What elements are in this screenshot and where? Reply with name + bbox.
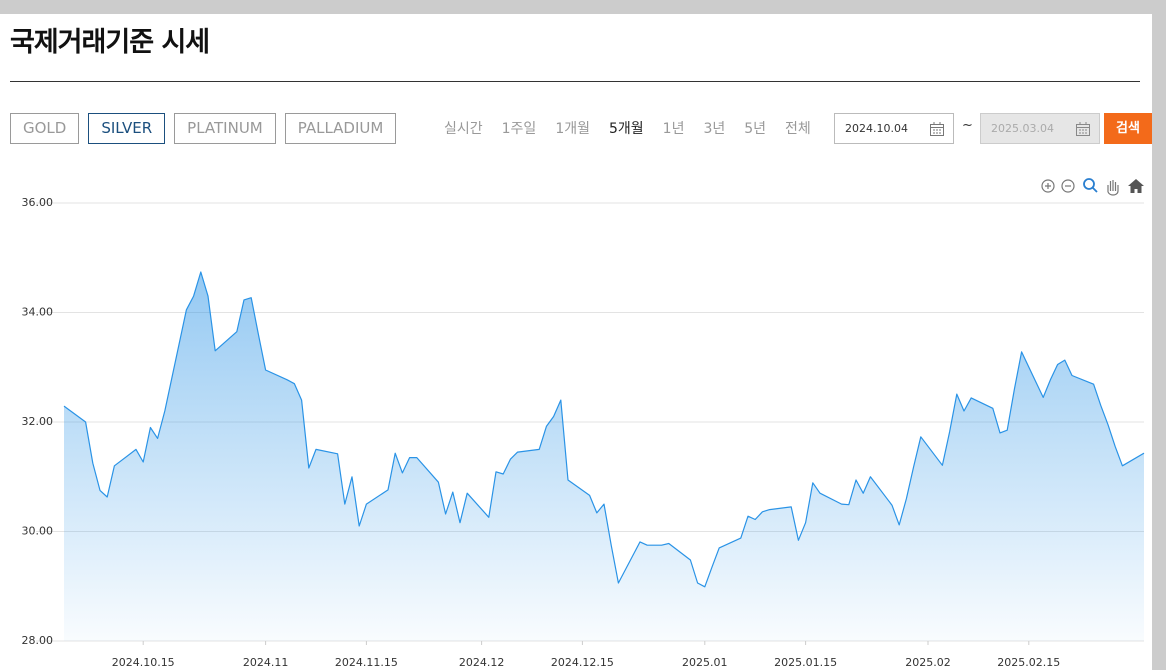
zoom-in-button[interactable] xyxy=(1041,179,1055,193)
period-tab[interactable]: 실시간 xyxy=(444,121,483,137)
zoom-select-button[interactable] xyxy=(1083,178,1098,193)
price-line xyxy=(63,271,1145,588)
x-tick-label: 2025.01 xyxy=(682,656,728,669)
period-tab[interactable]: 전체 xyxy=(785,121,811,137)
metal-tab[interactable]: PALLADIUM xyxy=(284,113,397,144)
page-title: 국제거래기준 시세 xyxy=(10,27,210,58)
period-tab[interactable]: 1개월 xyxy=(555,121,590,137)
y-tick-label: 30.00 xyxy=(22,525,54,538)
period-tab[interactable]: 3년 xyxy=(703,121,726,137)
metal-tab[interactable]: PLATINUM xyxy=(174,113,276,144)
metal-tab[interactable]: GOLD xyxy=(10,113,80,144)
calendar-icon xyxy=(930,122,944,136)
area-fill xyxy=(64,272,1144,641)
title-rule xyxy=(10,81,1140,82)
start-date[interactable]: 2024.10.04 xyxy=(834,113,954,144)
home-button[interactable] xyxy=(1128,179,1144,193)
x-tick-label: 2025.02 xyxy=(905,656,951,669)
y-tick-label: 32.00 xyxy=(22,415,54,428)
x-tick-label: 2024.10.15 xyxy=(112,656,175,669)
period-tab[interactable]: 1년 xyxy=(662,121,685,137)
start-date-text: 2024.10.04 xyxy=(845,122,908,135)
calendar-icon xyxy=(1076,122,1090,136)
zoom-out-button[interactable] xyxy=(1061,179,1075,193)
y-tick-label: 36.00 xyxy=(22,196,54,209)
x-tick-label: 2024.11.15 xyxy=(335,656,398,669)
chart-toolbar xyxy=(1041,178,1144,196)
x-tick-label: 2024.12.15 xyxy=(551,656,614,669)
x-tick-label: 2024.11 xyxy=(243,656,289,669)
y-tick-label: 34.00 xyxy=(22,306,54,319)
pan-button[interactable] xyxy=(1107,180,1119,196)
x-tick-label: 2024.12 xyxy=(459,656,505,669)
x-tick-label: 2025.01.15 xyxy=(774,656,837,669)
period-tabs: 실시간 1주일 1개월 5개월 1년 3년 5년 전체 xyxy=(444,118,811,138)
period-tab[interactable]: 5년 xyxy=(744,121,767,137)
metal-tabs: GOLD SILVER PLATINUM PALLADIUM xyxy=(10,113,397,144)
metal-tab[interactable]: SILVER xyxy=(88,113,166,144)
period-tab[interactable]: 1주일 xyxy=(501,121,537,137)
y-tick-label: 28.00 xyxy=(22,634,54,647)
date-separator: ~ xyxy=(962,118,973,133)
period-tab[interactable]: 5개월 xyxy=(608,121,644,137)
end-date: 2025.03.04 xyxy=(980,113,1100,144)
x-tick-label: 2025.02.15 xyxy=(997,656,1060,669)
search-button[interactable]: 검색 xyxy=(1104,113,1152,144)
end-date-text: 2025.03.04 xyxy=(991,122,1054,135)
